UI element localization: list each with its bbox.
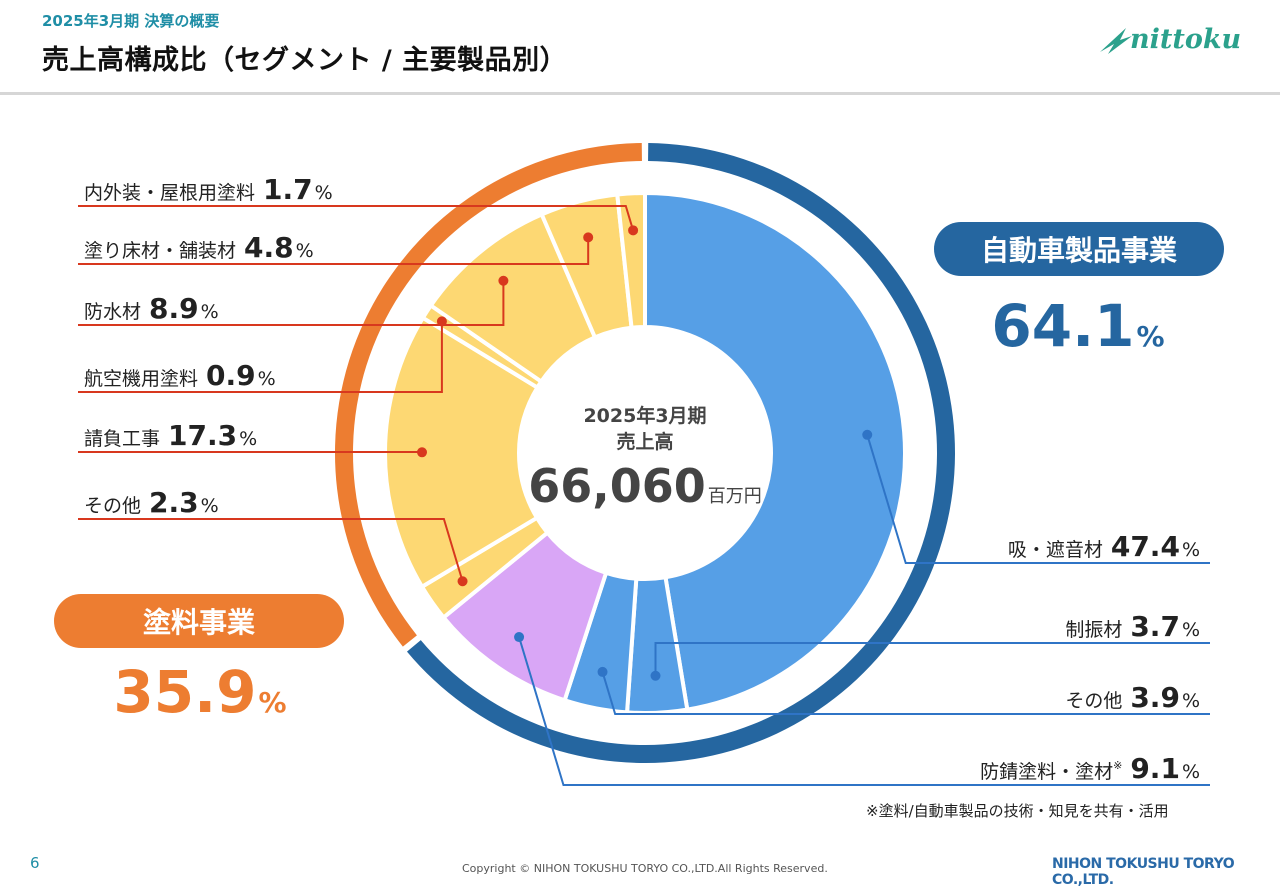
- slice-label-9: 内外装・屋根用塗料 1.7%: [84, 173, 333, 206]
- slice-label-name-5: 請負工事: [84, 428, 160, 450]
- company-name: NIHON TOKUSHU TORYO CO.,LTD.: [1052, 856, 1280, 888]
- automotive-share-value: 64.1: [991, 292, 1134, 360]
- paint-share-value: 35.9: [113, 658, 256, 726]
- slice-label-0: 吸・遮音材 47.4%: [1008, 530, 1200, 563]
- slice-label-unit-1: %: [1182, 619, 1200, 641]
- footnote: ※塗料/自動車製品の技術・知見を共有・活用: [866, 800, 1169, 821]
- slice-label-name-8: 塗り床材・舗装材: [84, 239, 236, 262]
- copyright: Copyright © NIHON TOKUSHU TORYO CO.,LTD.…: [462, 862, 828, 875]
- slice-label-value-8: 4.8: [244, 231, 294, 264]
- slice-label-unit-0: %: [1182, 539, 1200, 561]
- center-value-number: 66,060: [528, 459, 706, 513]
- slice-label-unit-8: %: [296, 240, 314, 262]
- center-value-unit: 百万円: [708, 486, 762, 507]
- slice-label-name-2: その他: [1065, 690, 1122, 712]
- paint-badge-label: 塗料事業: [143, 606, 255, 639]
- slice-label-8: 塗り床材・舗装材 4.8%: [84, 231, 314, 264]
- slice-label-name-4: その他: [84, 495, 141, 517]
- slice-label-value-1: 3.7: [1130, 610, 1180, 643]
- slice-label-value-2: 3.9: [1130, 681, 1180, 714]
- slice-label-name-6: 航空機用塗料: [84, 367, 198, 390]
- slice-label-unit-9: %: [315, 182, 333, 204]
- paint-share-unit: %: [259, 686, 287, 719]
- slice-label-4: その他 2.3%: [84, 486, 219, 519]
- product-slices: [385, 193, 905, 713]
- slice-label-2: その他 3.9%: [1065, 681, 1200, 714]
- slice-label-unit-2: %: [1182, 690, 1200, 712]
- slice-0: [645, 193, 905, 710]
- slice-label-value-9: 1.7: [263, 173, 313, 206]
- slice-label-unit-4: %: [201, 495, 219, 517]
- slice-label-5: 請負工事 17.3%: [84, 419, 257, 452]
- automotive-share-unit: %: [1137, 320, 1165, 353]
- automotive-share: 64.1%: [991, 292, 1164, 360]
- slice-label-unit-7: %: [201, 301, 219, 323]
- automotive-badge-label: 自動車製品事業: [981, 234, 1177, 267]
- slice-label-6: 航空機用塗料 0.9%: [84, 359, 276, 392]
- slice-label-unit-6: %: [258, 368, 276, 390]
- slice-label-value-0: 47.4: [1111, 530, 1180, 563]
- slice-label-value-7: 8.9: [149, 292, 199, 325]
- slice-label-value-6: 0.9: [206, 359, 256, 392]
- paint-share: 35.9%: [113, 658, 286, 726]
- center-period: 2025年3月期: [583, 404, 706, 427]
- slice-label-unit-5: %: [239, 428, 257, 450]
- slice-label-value-5: 17.3: [168, 419, 237, 452]
- center-label: 売上高: [616, 430, 673, 453]
- slice-label-7: 防水材 8.9%: [84, 292, 219, 325]
- slice-label-name-1: 制振材: [1065, 619, 1122, 641]
- page-number: 6: [30, 854, 40, 872]
- slice-label-name-3: 防錆塗料・塗材: [980, 760, 1113, 783]
- slice-label-name-0: 吸・遮音材: [1008, 539, 1103, 561]
- slice-label-unit-3: %: [1182, 761, 1200, 783]
- slice-label-value-3: 9.1: [1130, 752, 1180, 785]
- slice-label-name-9: 内外装・屋根用塗料: [84, 181, 255, 204]
- slice-label-name-7: 防水材: [84, 301, 141, 323]
- slice-label-1: 制振材 3.7%: [1065, 610, 1200, 643]
- slice-label-note-3: ※: [1113, 759, 1122, 772]
- slice-label-3: 防錆塗料・塗材※ 9.1%: [980, 752, 1200, 785]
- slice-label-value-4: 2.3: [149, 486, 199, 519]
